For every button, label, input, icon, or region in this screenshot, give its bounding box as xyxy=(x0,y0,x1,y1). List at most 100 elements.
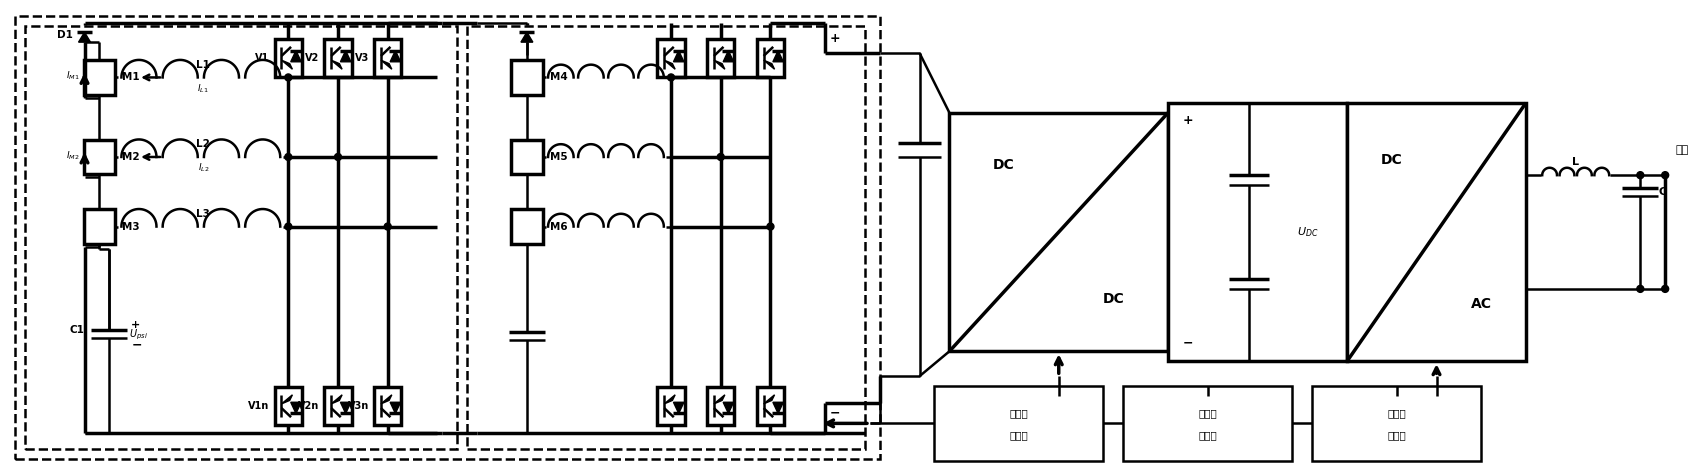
Text: 偿控制: 偿控制 xyxy=(1009,430,1028,440)
Text: M2: M2 xyxy=(122,152,141,162)
Polygon shape xyxy=(673,402,683,413)
Polygon shape xyxy=(390,402,400,413)
Text: DC: DC xyxy=(1381,152,1403,167)
Polygon shape xyxy=(341,51,351,62)
Text: V2n: V2n xyxy=(298,401,319,411)
Text: $I_{M1}$: $I_{M1}$ xyxy=(66,70,80,82)
Text: L2: L2 xyxy=(197,139,210,149)
Polygon shape xyxy=(773,402,784,413)
Polygon shape xyxy=(290,402,302,413)
Bar xyxy=(658,40,685,76)
Polygon shape xyxy=(382,60,392,69)
Polygon shape xyxy=(665,60,675,69)
Circle shape xyxy=(285,223,292,230)
Circle shape xyxy=(668,74,675,81)
Bar xyxy=(934,386,1104,461)
Bar xyxy=(1169,103,1347,361)
Polygon shape xyxy=(78,32,90,42)
Text: 逆变并: 逆变并 xyxy=(1387,408,1406,419)
Bar xyxy=(83,140,115,174)
Circle shape xyxy=(385,223,392,230)
Circle shape xyxy=(1637,286,1643,292)
Bar xyxy=(25,26,458,449)
Text: $U_{psi}$: $U_{psi}$ xyxy=(129,328,148,342)
Bar xyxy=(468,26,865,449)
Circle shape xyxy=(285,74,292,81)
Polygon shape xyxy=(714,60,724,69)
Text: C1: C1 xyxy=(70,325,85,335)
Text: 电网: 电网 xyxy=(1676,145,1688,155)
Bar xyxy=(375,388,402,425)
Bar xyxy=(707,388,734,425)
Text: $I_{L1}$: $I_{L1}$ xyxy=(197,82,209,94)
Polygon shape xyxy=(722,51,734,62)
Text: $I_{M2}$: $I_{M2}$ xyxy=(66,149,80,162)
Bar xyxy=(510,209,543,244)
Polygon shape xyxy=(763,395,775,404)
Bar xyxy=(1123,386,1292,461)
Text: +: + xyxy=(829,32,841,45)
Bar xyxy=(375,40,402,76)
Bar xyxy=(324,40,351,76)
Bar xyxy=(324,388,351,425)
Text: M6: M6 xyxy=(550,221,568,232)
Text: L1: L1 xyxy=(197,59,210,69)
Polygon shape xyxy=(773,51,784,62)
Polygon shape xyxy=(282,395,292,404)
Polygon shape xyxy=(382,395,392,404)
Text: AC: AC xyxy=(1470,297,1492,312)
Text: C: C xyxy=(1659,187,1665,197)
Bar xyxy=(756,388,784,425)
Text: M1: M1 xyxy=(122,72,141,83)
Polygon shape xyxy=(665,395,675,404)
Text: L: L xyxy=(1572,157,1579,167)
Text: −: − xyxy=(1184,337,1194,350)
Text: L3: L3 xyxy=(197,209,210,219)
Polygon shape xyxy=(331,395,343,404)
Text: V3: V3 xyxy=(354,53,370,63)
Polygon shape xyxy=(763,60,775,69)
Text: $U_{DC}$: $U_{DC}$ xyxy=(1297,225,1318,239)
Bar xyxy=(83,60,115,95)
Text: D1: D1 xyxy=(56,30,73,40)
Text: M3: M3 xyxy=(122,221,141,232)
Circle shape xyxy=(767,223,773,230)
Circle shape xyxy=(334,153,341,160)
Bar xyxy=(950,113,1169,351)
Text: +: + xyxy=(131,320,141,330)
Bar xyxy=(510,140,543,174)
Circle shape xyxy=(717,153,724,160)
Bar xyxy=(1347,103,1526,361)
Text: V2: V2 xyxy=(305,53,319,63)
Text: DC: DC xyxy=(1102,292,1124,306)
Text: 压控制: 压控制 xyxy=(1199,430,1218,440)
Circle shape xyxy=(285,153,292,160)
Polygon shape xyxy=(722,402,734,413)
Text: V3n: V3n xyxy=(348,401,370,411)
Bar xyxy=(707,40,734,76)
Bar xyxy=(658,388,685,425)
Bar xyxy=(83,209,115,244)
Polygon shape xyxy=(290,51,302,62)
Polygon shape xyxy=(282,60,292,69)
Bar xyxy=(1313,386,1481,461)
Circle shape xyxy=(1662,172,1669,178)
Text: −: − xyxy=(829,406,841,420)
Text: V1: V1 xyxy=(256,53,270,63)
Polygon shape xyxy=(673,51,683,62)
Bar xyxy=(510,60,543,95)
Circle shape xyxy=(1637,172,1643,178)
Text: M4: M4 xyxy=(550,72,568,83)
Bar xyxy=(756,40,784,76)
Polygon shape xyxy=(714,395,724,404)
Text: 直流电: 直流电 xyxy=(1199,408,1218,419)
Bar xyxy=(275,388,302,425)
Text: V1n: V1n xyxy=(248,401,270,411)
Polygon shape xyxy=(331,60,343,69)
Bar xyxy=(15,17,880,459)
Text: 网控制: 网控制 xyxy=(1387,430,1406,440)
Circle shape xyxy=(1662,286,1669,292)
Text: $I_{L2}$: $I_{L2}$ xyxy=(197,161,209,174)
Text: 阵列补: 阵列补 xyxy=(1009,408,1028,419)
Text: M5: M5 xyxy=(550,152,568,162)
